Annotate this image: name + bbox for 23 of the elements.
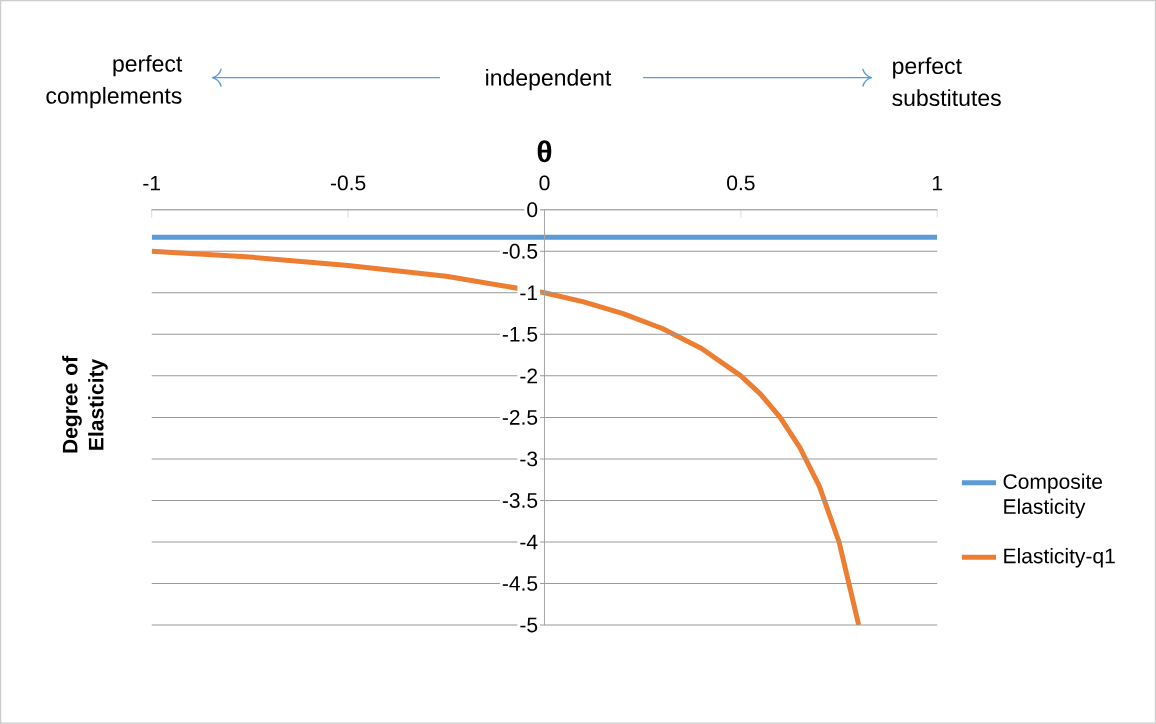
y-tick-label: -2.5: [502, 410, 538, 425]
y-tick-label: -5: [520, 617, 538, 633]
y-axis-title: Degree of Elasticity: [62, 356, 108, 453]
y-tick-label: -4: [520, 534, 538, 550]
y-tick-label: -4.5: [502, 576, 538, 591]
text: perfect substitutes: [892, 57, 1001, 107]
y-tick-label: 0: [527, 202, 538, 218]
x-tick-label: 0.5: [727, 175, 755, 191]
y-tick-label: -3.5: [502, 493, 538, 509]
text: independent: [486, 69, 612, 91]
y-tick-label: -0.5: [502, 243, 538, 259]
x-tick-label: -0.5: [330, 175, 366, 191]
legend-label: Elasticity-q1: [1004, 548, 1115, 568]
y-tick-label: -1: [520, 285, 538, 301]
x-tick-label: -1: [143, 176, 160, 191]
x-tick-label: 1: [933, 176, 943, 191]
y-tick-label: -3: [520, 451, 538, 467]
legend-label: Composite Elasticity: [1003, 473, 1103, 519]
x-axis-title: θ: [537, 140, 552, 163]
text: perfect complements: [46, 55, 183, 109]
x-tick-label: 0: [539, 175, 550, 191]
y-tick-label: -1.5: [502, 327, 538, 342]
y-tick-label: -2: [520, 368, 537, 384]
